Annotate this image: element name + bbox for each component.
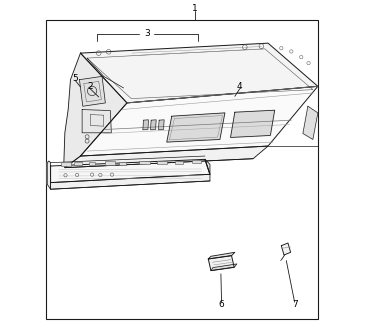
Polygon shape bbox=[51, 159, 210, 183]
Polygon shape bbox=[80, 43, 318, 103]
Text: 1: 1 bbox=[192, 4, 198, 13]
Polygon shape bbox=[64, 53, 127, 168]
Text: 7: 7 bbox=[292, 300, 298, 309]
Text: 2: 2 bbox=[88, 82, 93, 91]
Polygon shape bbox=[230, 110, 275, 137]
Bar bbox=[74, 162, 82, 165]
Polygon shape bbox=[211, 264, 237, 271]
Text: 5: 5 bbox=[73, 73, 78, 83]
Polygon shape bbox=[51, 174, 210, 189]
Polygon shape bbox=[205, 159, 210, 174]
Text: 4: 4 bbox=[237, 82, 243, 91]
Polygon shape bbox=[208, 252, 235, 259]
Bar bbox=[105, 161, 115, 165]
Bar bbox=[191, 160, 201, 163]
Polygon shape bbox=[80, 86, 318, 156]
Bar bbox=[157, 161, 167, 164]
Polygon shape bbox=[281, 243, 291, 255]
Polygon shape bbox=[143, 120, 149, 130]
Bar bbox=[138, 161, 150, 164]
Polygon shape bbox=[65, 146, 268, 168]
Polygon shape bbox=[158, 120, 164, 130]
Bar bbox=[119, 161, 126, 164]
Polygon shape bbox=[151, 120, 156, 130]
Polygon shape bbox=[303, 106, 318, 139]
Bar bbox=[46, 20, 318, 319]
Polygon shape bbox=[208, 256, 234, 271]
Bar bbox=[60, 162, 71, 166]
Polygon shape bbox=[47, 161, 51, 189]
Text: 6: 6 bbox=[219, 300, 224, 309]
Polygon shape bbox=[80, 76, 105, 106]
Bar bbox=[175, 160, 183, 163]
Text: 3: 3 bbox=[144, 29, 150, 39]
Polygon shape bbox=[167, 113, 225, 142]
Bar bbox=[89, 162, 96, 165]
Polygon shape bbox=[82, 110, 111, 133]
